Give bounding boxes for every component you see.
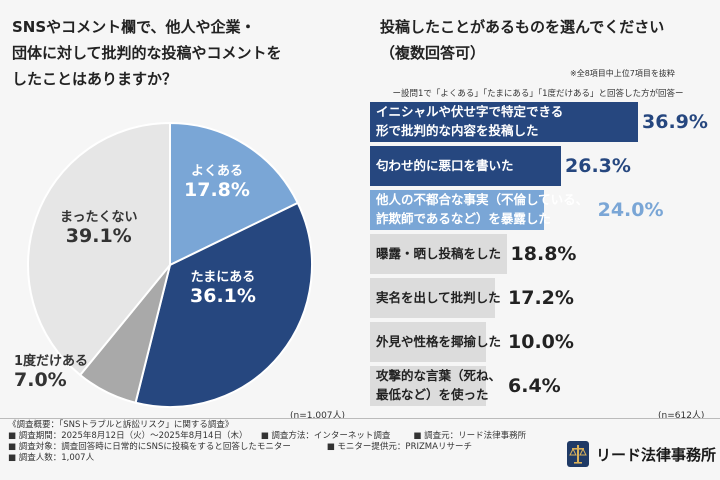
bar-label: 他人の不都合な事実（不倫している、 詐欺師であるなど）を暴露した <box>376 190 588 228</box>
bar-label-line: 最低など）を使った <box>376 387 489 402</box>
left-question-line: 団体に対して批判的な投稿やコメントを <box>12 44 282 62</box>
bar <box>370 322 486 362</box>
footer-target: ■ 調査対象：調査回答時に日常的にSNSに投稿をすると回答したモニター <box>8 442 291 452</box>
pie-slice <box>169 121 300 267</box>
footer-count: ■ 調査人数：1,007人 <box>8 453 95 463</box>
bar-label: 攻撃的な言葉（死ね、 最低など）を使った <box>376 366 501 404</box>
footer-period: ■ 調査期間：2025年8月12日（火）〜2025年8月14日（木） <box>8 431 248 441</box>
pie-slice <box>134 201 313 408</box>
left-question: SNSやコメント欄で、他人や企業・ 団体に対して批判的な投稿やコメントを したこ… <box>12 14 342 92</box>
bar <box>370 190 545 230</box>
bar <box>370 234 507 274</box>
bar-label: イニシャルや伏せ字で特定できる 形で批判的な内容を投稿した <box>376 102 563 140</box>
company-logo: リード法律事務所 <box>566 440 716 468</box>
pie-label-never: まったくない 39.1% <box>60 206 137 247</box>
left-question-line: したことはありますか？ <box>12 70 178 88</box>
bar-label-line: 他人の不都合な事実（不倫している、 <box>376 192 589 207</box>
right-question-line: 投稿したことがあるものを選んでください <box>380 18 665 36</box>
right-note: ※全8項目中上位7項目を抜粋 <box>570 69 675 78</box>
pie-slice-value: 39.1% <box>65 225 132 247</box>
footer-source: ■ 調査元：リード法律事務所 <box>413 431 527 441</box>
pie-slice-name: まったくない <box>60 210 138 225</box>
bar-label-line: 攻撃的な言葉（死ね、 <box>376 368 502 383</box>
bar-value-label: 10.0% <box>508 331 574 353</box>
bar-value-label: 6.4% <box>508 375 561 397</box>
pie-slice-value: 7.0% <box>14 369 67 391</box>
left-sample-size: (n=1,007人) <box>290 411 346 421</box>
scales-emblem-icon <box>567 441 589 467</box>
pie-label-often: よくある 17.8% <box>184 160 250 201</box>
bar-label-line: 詐欺師であるなど）を暴露した <box>376 211 551 226</box>
pie-slice <box>27 121 171 377</box>
pie-slice-name: よくある <box>190 164 243 179</box>
bar-label-line: 外見や性格を揶揄した <box>376 334 502 349</box>
footer-divider <box>0 418 720 419</box>
bar-label-line: 曝露・晒し投稿をした <box>376 246 502 261</box>
footer-provider: ■ モニター提供元：PRIZMAリサーチ <box>326 442 472 452</box>
pie-slice-value: 36.1% <box>190 285 256 307</box>
company-name: リード法律事務所 <box>596 445 717 464</box>
pie-slice-name: 1度だけある <box>14 354 89 369</box>
left-question-line: SNSやコメント欄で、他人や企業・ <box>12 18 256 36</box>
bar <box>370 102 638 142</box>
footer-title: 《調査概要：「SNSトラブルと訴訟リスク」に関する調査》 <box>8 420 234 430</box>
pie-label-sometimes: たまにある 36.1% <box>190 266 256 307</box>
right-subnote: ー設問1で「よくある」「たまにある」「1度だけある」と回答した方が回答ー <box>392 89 684 99</box>
right-question-line: （複数回答可） <box>380 44 486 62</box>
bar-value-label: 17.2% <box>508 287 574 309</box>
right-sample-size: (n=612人) <box>658 411 705 421</box>
bar-label: 匂わせ的に悪口を書いた <box>376 156 514 175</box>
bar-label-line: イニシャルや伏せ字で特定できる <box>376 104 564 119</box>
bar-label-line: 実名を出して批判した <box>376 290 501 305</box>
bar-value-label: 26.3% <box>565 155 631 177</box>
bar <box>370 278 495 318</box>
bar-label: 曝露・晒し投稿をした <box>376 244 501 263</box>
pie-chart <box>27 121 313 408</box>
pie-slice-name: たまにある <box>190 270 256 285</box>
survey-footer: 《調査概要：「SNSトラブルと訴訟リスク」に関する調査》 ■ 調査期間：2025… <box>8 420 568 464</box>
bar-label: 外見や性格を揶揄した <box>376 332 501 351</box>
bar-value-label: 24.0% <box>597 199 664 221</box>
bar-label: 実名を出して批判した <box>376 288 501 307</box>
bar <box>370 146 561 186</box>
bar-label-line: 形で批判的な内容を投稿した <box>376 123 539 138</box>
bar-label-line: 匂わせ的に悪口を書いた <box>376 158 514 173</box>
pie-label-once: 1度だけある 7.0% <box>14 350 88 391</box>
bar <box>370 366 486 406</box>
bar-value-label: 36.9% <box>642 111 708 133</box>
right-question: 投稿したことがあるものを選んでください （複数回答可） <box>380 14 710 66</box>
bar-value-label: 18.8% <box>510 243 577 265</box>
footer-method: ■ 調査方法：インターネット調査 <box>260 431 391 441</box>
pie-slice-value: 17.8% <box>184 179 250 201</box>
